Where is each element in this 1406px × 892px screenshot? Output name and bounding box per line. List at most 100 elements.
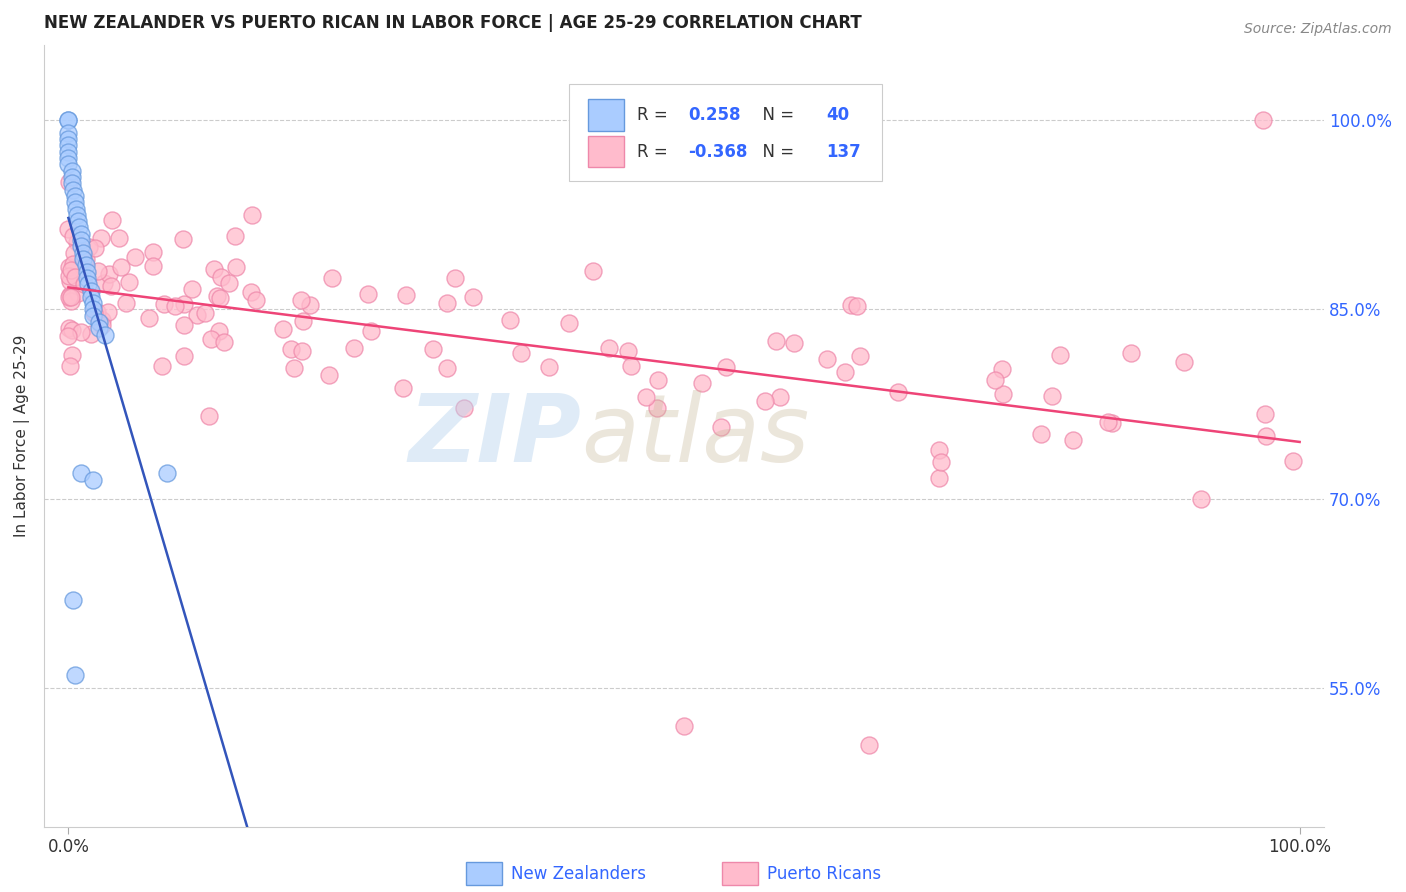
Point xyxy=(173,349,195,363)
Point xyxy=(60,176,83,190)
Point xyxy=(436,296,458,310)
Text: Source: ZipAtlas.com: Source: ZipAtlas.com xyxy=(1244,22,1392,37)
Point xyxy=(89,315,111,329)
Point xyxy=(163,299,186,313)
Point xyxy=(58,290,80,304)
Point xyxy=(60,169,83,184)
Point xyxy=(928,442,950,457)
Point xyxy=(929,455,952,469)
Point xyxy=(186,308,208,322)
Point xyxy=(58,113,80,128)
Point xyxy=(87,263,110,277)
Point xyxy=(63,195,86,210)
Bar xyxy=(723,862,758,885)
Point xyxy=(224,229,246,244)
Point xyxy=(77,277,100,292)
Point xyxy=(76,271,98,285)
Point xyxy=(1101,416,1123,430)
Point xyxy=(180,282,202,296)
Point xyxy=(173,297,195,311)
Point xyxy=(58,132,80,146)
Point xyxy=(97,305,120,319)
Y-axis label: In Labor Force | Age 25-29: In Labor Force | Age 25-29 xyxy=(14,334,30,537)
Point xyxy=(59,274,82,288)
Point xyxy=(1097,415,1119,429)
Point xyxy=(94,327,117,342)
Point xyxy=(60,294,83,309)
Point xyxy=(77,240,100,254)
Point xyxy=(212,334,235,349)
Point xyxy=(62,592,84,607)
Point xyxy=(60,290,83,304)
Text: NEW ZEALANDER VS PUERTO RICAN IN LABOR FORCE | AGE 25-29 CORRELATION CHART: NEW ZEALANDER VS PUERTO RICAN IN LABOR F… xyxy=(44,14,862,32)
Point xyxy=(63,189,86,203)
Point xyxy=(58,175,80,189)
Text: atlas: atlas xyxy=(582,390,810,481)
Point xyxy=(76,264,98,278)
Point xyxy=(290,343,312,358)
Point xyxy=(240,208,263,222)
Point xyxy=(202,261,225,276)
Point xyxy=(769,391,792,405)
Point xyxy=(108,231,131,245)
Point xyxy=(66,208,89,222)
Point xyxy=(209,291,232,305)
Point xyxy=(59,288,82,302)
Point xyxy=(69,239,91,253)
Point xyxy=(142,259,165,273)
Point xyxy=(75,252,97,266)
Point xyxy=(72,252,94,266)
Point xyxy=(690,376,713,391)
Text: New Zealanders: New Zealanders xyxy=(512,864,647,882)
Point xyxy=(124,250,146,264)
Point xyxy=(58,151,80,165)
Point xyxy=(72,245,94,260)
Point xyxy=(395,288,418,302)
Point xyxy=(198,409,221,424)
Point xyxy=(834,365,856,379)
Point xyxy=(436,361,458,376)
Point xyxy=(91,318,114,333)
Point xyxy=(67,214,90,228)
Point xyxy=(271,322,294,336)
Point xyxy=(887,384,910,399)
Point xyxy=(1254,407,1277,421)
Point xyxy=(1040,389,1063,403)
Point xyxy=(208,324,231,338)
Point xyxy=(58,113,80,128)
Point xyxy=(58,268,80,283)
Text: N =: N = xyxy=(752,143,799,161)
Point xyxy=(1119,346,1142,360)
Point xyxy=(710,419,733,434)
Point xyxy=(299,297,322,311)
Text: ZIP: ZIP xyxy=(409,390,582,482)
Point xyxy=(60,322,83,336)
Point xyxy=(60,348,83,362)
Point xyxy=(453,401,475,415)
Point xyxy=(156,467,179,481)
Point xyxy=(115,296,138,310)
Point xyxy=(422,343,444,357)
Point xyxy=(86,304,108,318)
Point xyxy=(70,325,93,339)
Point xyxy=(1251,113,1274,128)
Point xyxy=(765,334,787,348)
Bar xyxy=(467,862,502,885)
Point xyxy=(218,276,240,290)
Point xyxy=(58,157,80,171)
Point xyxy=(280,342,302,356)
Point xyxy=(173,318,195,332)
Point xyxy=(617,344,640,359)
Point xyxy=(343,341,366,355)
Text: R =: R = xyxy=(637,106,672,124)
Point xyxy=(991,387,1014,401)
Point xyxy=(110,260,132,275)
Point xyxy=(90,313,112,327)
Point xyxy=(58,222,80,236)
Point xyxy=(1062,433,1084,447)
Point xyxy=(73,252,96,267)
Point xyxy=(90,230,112,244)
Point xyxy=(58,138,80,153)
Point xyxy=(58,321,80,335)
Point xyxy=(193,306,215,320)
